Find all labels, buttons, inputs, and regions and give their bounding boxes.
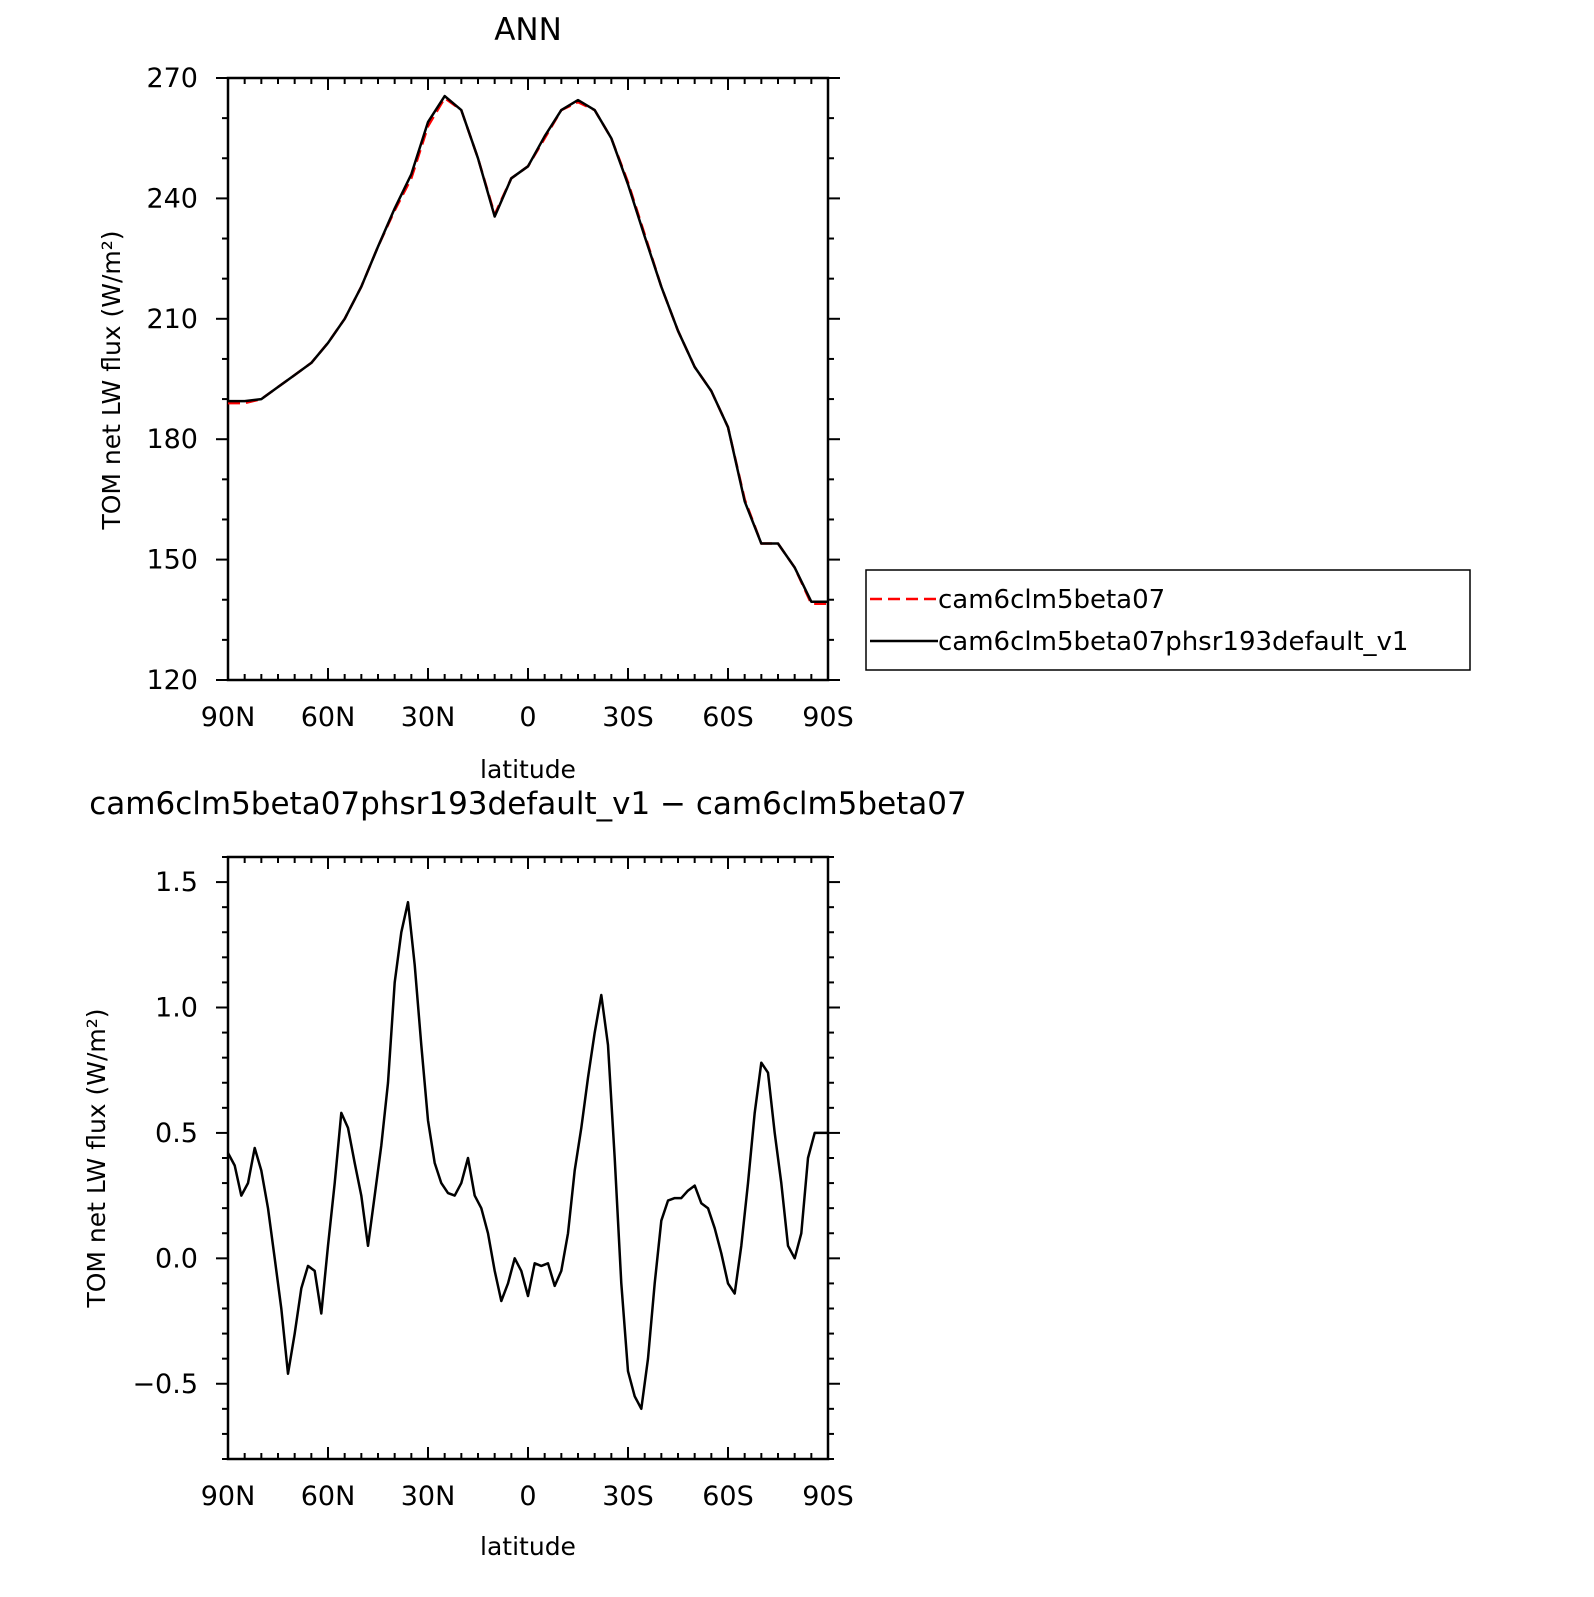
x-tick-label: 90S — [802, 702, 854, 733]
top-y-axis-title: TOM net LW flux (W/m²) — [97, 230, 126, 530]
y-tick-label: 1.5 — [155, 867, 198, 898]
x-tick-label: 30N — [401, 702, 456, 733]
x-tick-label: 90N — [201, 702, 256, 733]
y-tick-label: 120 — [146, 665, 198, 696]
x-tick-label: 0 — [519, 1481, 536, 1512]
x-tick-label: 90N — [201, 1481, 256, 1512]
bottom-axis-ticks: 90N 60N 30N 0 30S 60S 90S −0.5 0.0 0.5 1.0 1.5 — [132, 856, 854, 1512]
y-tick-label: 0.0 — [155, 1243, 198, 1274]
y-tick-label: −0.5 — [132, 1369, 198, 1400]
x-tick-label: 60S — [702, 702, 754, 733]
legend-label-cam6clm5beta07phsr193default-v1: cam6clm5beta07phsr193default_v1 — [938, 627, 1408, 657]
x-tick-label: 60N — [301, 702, 356, 733]
top-panel: ANN 90N 60N 30N 0 30S 60S 90S 120 150 180 210 240 27… — [97, 12, 854, 784]
x-tick-label: 30S — [602, 702, 654, 733]
x-tick-label: 90S — [802, 1481, 854, 1512]
y-tick-label: 150 — [146, 545, 198, 576]
x-tick-label: 60N — [301, 1481, 356, 1512]
top-axis-ticks: 90N 60N 30N 0 30S 60S 90S 120 150 180 210 240 270 — [146, 63, 853, 733]
legend-box — [865, 569, 1471, 671]
y-tick-label: 210 — [146, 304, 198, 335]
bottom-y-axis-title: TOM net LW flux (W/m²) — [82, 1008, 111, 1308]
bottom-x-axis-title: latitude — [480, 1532, 576, 1561]
y-tick-label: 180 — [146, 424, 198, 455]
top-series-lines — [228, 94, 828, 605]
legend: cam6clm5beta07 cam6clm5beta07phsr193defa… — [865, 569, 1471, 671]
series-line-difference — [226, 900, 828, 1411]
top-plot-frame — [226, 76, 830, 682]
series-line-cam6clm5beta07phsr193default-v1 — [228, 94, 828, 603]
y-tick-label: 0.5 — [155, 1118, 198, 1149]
x-tick-label: 30S — [602, 1481, 654, 1512]
x-tick-label: 0 — [519, 702, 536, 733]
y-tick-label: 270 — [146, 63, 198, 94]
bottom-panel-title: cam6clm5beta07phsr193default_v1 − cam6cl… — [89, 786, 967, 822]
series-line-cam6clm5beta07 — [228, 96, 828, 605]
y-tick-label: 1.0 — [155, 993, 198, 1024]
legend-label-cam6clm5beta07: cam6clm5beta07 — [938, 585, 1165, 615]
bottom-plot-frame — [226, 855, 830, 1461]
bottom-panel: cam6clm5beta07phsr193default_v1 − cam6cl… — [82, 786, 967, 1561]
top-panel-title: ANN — [494, 12, 562, 48]
x-tick-label: 30N — [401, 1481, 456, 1512]
top-x-axis-title: latitude — [480, 755, 576, 784]
bottom-series-lines — [226, 900, 828, 1411]
x-tick-label: 60S — [702, 1481, 754, 1512]
y-tick-label: 240 — [146, 183, 198, 214]
